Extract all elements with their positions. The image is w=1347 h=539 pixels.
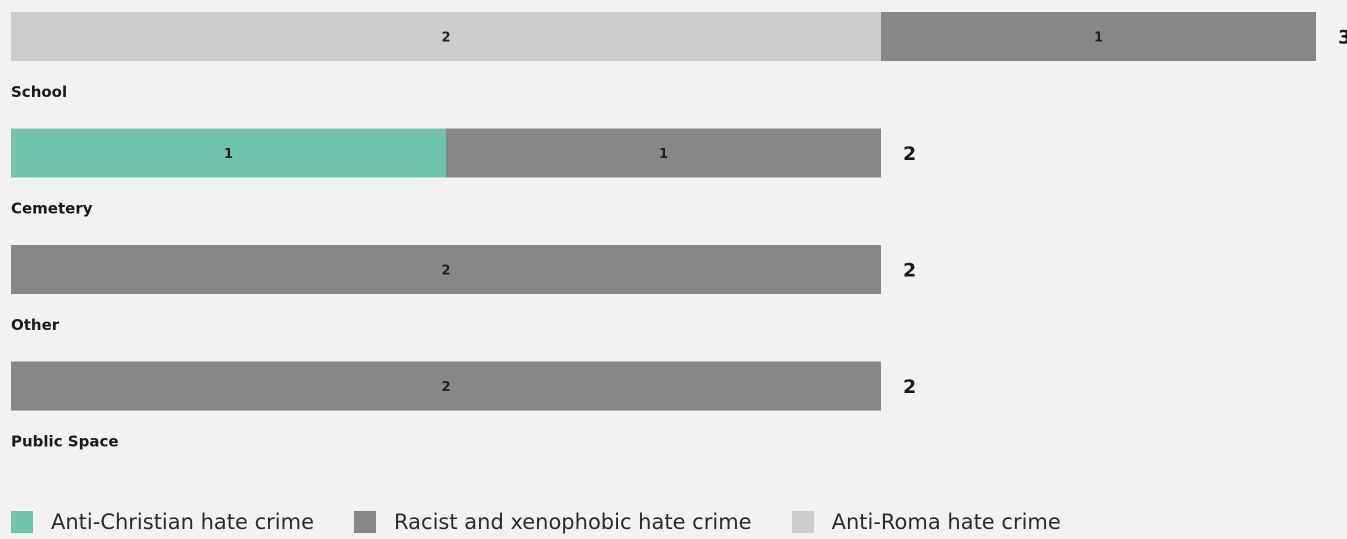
legend-label-anti-roma: Anti-Roma hate crime	[831, 510, 1061, 534]
legend-item-racist-xenophobic: Racist and xenophobic hate crime	[354, 510, 752, 534]
total-label-school: 3	[1338, 27, 1347, 49]
legend-item-anti-christian: Anti-Christian hate crime	[11, 510, 314, 534]
total-label-other: 2	[903, 260, 916, 282]
legend: Anti-Christian hate crime Racist and xen…	[11, 510, 1101, 534]
legend-label-racist-xenophobic: Racist and xenophobic hate crime	[394, 510, 752, 534]
segment-label-other-racist-and-xenophobic-hate-crime: 2	[441, 264, 450, 279]
bar-segment-school-anti-roma-hate-crime	[11, 12, 881, 61]
bar-segment-cemetery-anti-christian-hate-crime	[11, 128, 446, 178]
category-label-other: Other	[11, 316, 60, 334]
segment-label-cemetery-anti-christian-hate-crime: 1	[224, 147, 233, 162]
category-label-public-space: Public Space	[11, 433, 119, 451]
legend-swatch-anti-roma	[791, 511, 814, 533]
legend-swatch-anti-christian	[11, 511, 33, 533]
bar-segment-school-racist-and-xenophobic-hate-crime	[881, 12, 1316, 61]
category-label-school: School	[11, 83, 67, 101]
bar-segment-cemetery-racist-and-xenophobic-hate-crime	[446, 128, 881, 178]
legend-item-anti-roma: Anti-Roma hate crime	[791, 510, 1061, 534]
bar-segment-public-space-racist-and-xenophobic-hate-crime	[11, 361, 881, 411]
segment-label-public-space-racist-and-xenophobic-hate-crime: 2	[441, 380, 450, 395]
stacked-bar-chart: 2 1 3 School 1 1 2 Cemetery 2 2 Other 2 2 Public Spac…	[11, 12, 1347, 451]
bar-segment-other-racist-and-xenophobic-hate-crime	[11, 245, 881, 294]
legend-swatch-racist-xenophobic	[354, 511, 377, 533]
total-label-public-space: 2	[903, 376, 916, 398]
segment-label-cemetery-racist-and-xenophobic-hate-crime: 1	[659, 147, 668, 162]
legend-label-anti-christian: Anti-Christian hate crime	[51, 510, 315, 534]
total-label-cemetery: 2	[903, 143, 916, 165]
segment-label-school-racist-and-xenophobic-hate-crime: 1	[1094, 31, 1103, 46]
category-label-cemetery: Cemetery	[11, 200, 93, 218]
segment-label-school-anti-roma-hate-crime: 2	[441, 31, 450, 46]
